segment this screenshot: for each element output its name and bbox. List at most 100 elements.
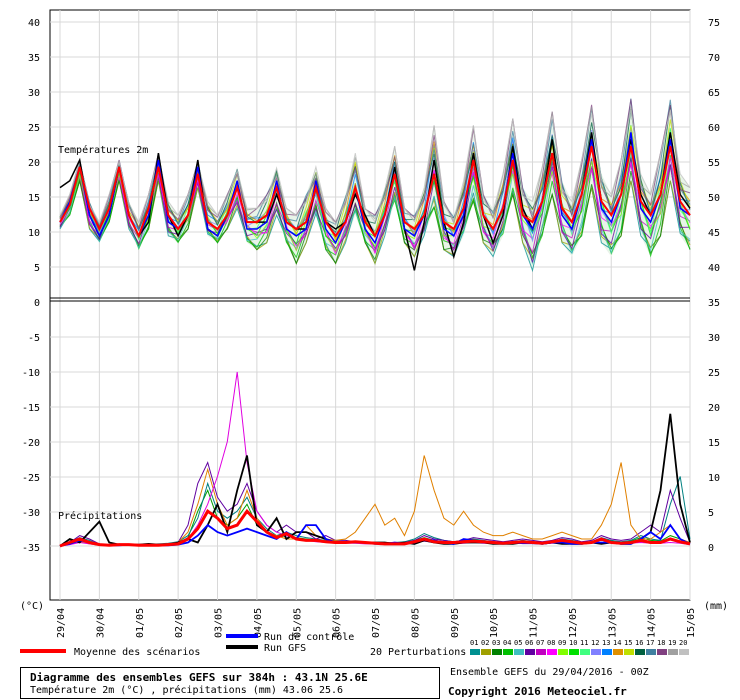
perturbation-number: 08	[547, 639, 555, 647]
perturbation-number: 12	[591, 639, 599, 647]
y-tick-right: 20	[708, 403, 720, 414]
precip-series-line	[59, 508, 691, 548]
perturbation-swatch	[558, 649, 568, 655]
x-tick-label: 15/05	[686, 608, 697, 638]
perturbation-number: 16	[635, 639, 643, 647]
y-tick-left: 5	[34, 263, 40, 274]
y-tick-left: 10	[28, 228, 40, 239]
x-tick-label: 07/05	[371, 608, 382, 638]
ensemble-chart: 4035302520151050757065605550454035-10-15…	[20, 9, 728, 658]
legend-label-mean: Moyenne des scénarios	[74, 646, 200, 658]
perturbation-swatch	[613, 649, 623, 655]
perturbation-number: 14	[613, 639, 621, 647]
y-tick-right: 65	[708, 88, 720, 99]
x-tick-label: 29/04	[56, 608, 67, 638]
axis-labels: 4035302520151050757065605550454035-10-15…	[22, 18, 720, 554]
perturbation-number: 17	[646, 639, 654, 647]
temperature-panel-label: Températures 2m	[58, 144, 148, 156]
footer-subtitle: Température 2m (°C) , précipitations (mm…	[30, 685, 344, 696]
legend-label-perturbations: 20 Perturbations	[370, 647, 466, 658]
y-tick-right: 30	[708, 333, 720, 344]
perturbation-number: 09	[558, 639, 566, 647]
x-tick-label: 10/05	[489, 608, 500, 638]
x-tick-label: 30/04	[95, 608, 106, 638]
perturbation-number: 05	[514, 639, 522, 647]
x-tick-label: 11/05	[529, 608, 540, 638]
x-axis-ticks: 29/04 30/04 01/05 02/05 03/05 04/05 05/05 06/05…	[56, 608, 697, 638]
y-tick-right: 60	[708, 123, 720, 134]
perturbation-swatch	[525, 649, 535, 655]
y-tick-right: 15	[708, 438, 720, 449]
y-tick-left: 35	[28, 53, 40, 64]
perturbation-number: 18	[657, 639, 665, 647]
plot-area	[49, 9, 691, 601]
footer-info-box: Diagramme des ensembles GEFS sur 384h : …	[20, 667, 440, 699]
y-tick-right: 75	[708, 18, 720, 29]
y-tick-left: 25	[28, 123, 40, 134]
perturbation-swatch	[635, 649, 645, 655]
x-tick-label: 01/05	[135, 608, 146, 638]
perturbation-number: 03	[492, 639, 500, 647]
temperature-series	[59, 132, 691, 271]
y-tick-left: 15	[28, 193, 40, 204]
x-tick-label: 09/05	[450, 608, 461, 638]
perturbation-number: 06	[525, 639, 533, 647]
perturbation-number: 10	[569, 639, 577, 647]
perturbation-swatch	[492, 649, 502, 655]
x-tick-label: 13/05	[607, 608, 618, 638]
perturbation-swatch	[668, 649, 678, 655]
perturbation-swatch	[602, 649, 612, 655]
legend-label-control: Run de contrôle	[264, 631, 354, 643]
legend: Moyenne des scénarios Run de contrôleRun …	[20, 631, 689, 658]
y-tick-right: 70	[708, 53, 720, 64]
perturbation-swatch	[536, 649, 546, 655]
y-tick-right: 25	[708, 368, 720, 379]
y-tick-left: 0	[34, 298, 40, 309]
perturbation-number: 19	[668, 639, 676, 647]
perturbation-swatch	[503, 649, 513, 655]
y-tick-left: -5	[28, 333, 40, 344]
y-tick-left: 30	[28, 88, 40, 99]
perturbation-number: 20	[679, 639, 687, 647]
y-tick-right: 5	[708, 508, 714, 519]
perturbation-swatch	[547, 649, 557, 655]
left-unit-label: (°C)	[20, 601, 44, 612]
precipitation-panel-label: Précipitations	[58, 510, 142, 522]
copyright: Copyright 2016 Meteociel.fr	[448, 685, 627, 698]
y-tick-left: -10	[22, 368, 40, 379]
perturbation-number: 15	[624, 639, 632, 647]
x-tick-label: 06/05	[332, 608, 343, 638]
perturbation-number: 01	[470, 639, 478, 647]
right-unit-label: (mm)	[704, 601, 728, 612]
perturbation-swatch	[569, 649, 579, 655]
precipitation-series	[59, 371, 691, 548]
y-tick-left: -35	[22, 543, 40, 554]
perturbation-swatch	[580, 649, 590, 655]
perturbation-number: 11	[580, 639, 588, 647]
y-tick-right: 55	[708, 158, 720, 169]
perturbation-swatch	[679, 649, 689, 655]
y-tick-right: 0	[708, 543, 714, 554]
y-tick-left: 40	[28, 18, 40, 29]
x-tick-label: 04/05	[253, 608, 264, 638]
perturbation-swatch	[514, 649, 524, 655]
perturbation-number: 04	[503, 639, 511, 647]
y-tick-right: 50	[708, 193, 720, 204]
perturbation-swatch	[470, 649, 480, 655]
x-tick-label: 08/05	[410, 608, 421, 638]
temp-perturbation-line	[59, 109, 691, 227]
x-tick-label: 02/05	[174, 608, 185, 638]
y-tick-right: 35	[708, 298, 720, 309]
x-tick-label: 03/05	[214, 608, 225, 638]
y-tick-left: -25	[22, 473, 40, 484]
y-tick-left: -20	[22, 438, 40, 449]
y-tick-right: 10	[708, 473, 720, 484]
x-tick-label: 14/05	[647, 608, 658, 638]
y-tick-left: 20	[28, 158, 40, 169]
legend-label-gfs: Run GFS	[264, 643, 306, 654]
run-info: Ensemble GEFS du 29/04/2016 - 00Z	[450, 667, 649, 678]
y-tick-left: -30	[22, 508, 40, 519]
perturbation-swatch	[646, 649, 656, 655]
grid-lines	[50, 10, 691, 600]
perturbation-number: 13	[602, 639, 610, 647]
